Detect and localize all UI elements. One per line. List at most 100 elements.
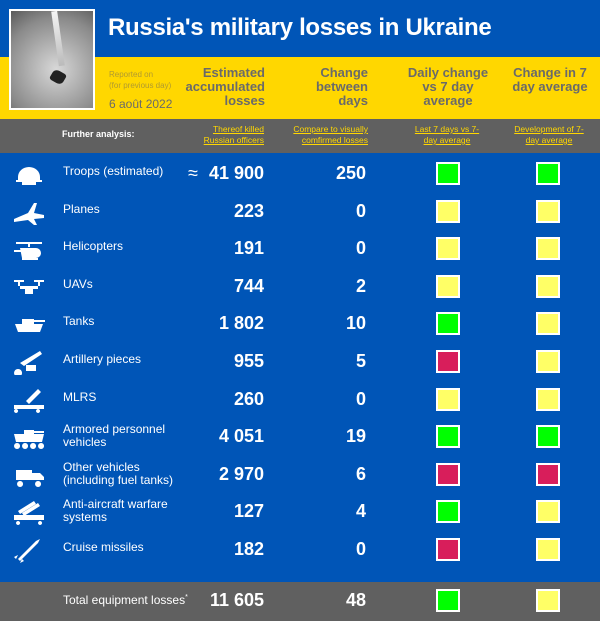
anti-aircraft-icon xyxy=(12,499,46,526)
row-value: 2 970 xyxy=(218,463,264,484)
table-row: Helicopters 191 0 xyxy=(0,230,600,268)
row-change: 0 xyxy=(355,238,366,259)
row-value: 260 xyxy=(233,388,264,409)
table-row: Anti-aircraft warfare systems 127 4 xyxy=(0,493,600,531)
helmet-icon xyxy=(12,161,46,185)
row-change: 19 xyxy=(345,426,366,447)
table-row: Planes 223 0 xyxy=(0,193,600,231)
row-label: Anti-aircraft warfare systems xyxy=(63,497,168,525)
avg-indicator xyxy=(536,462,560,486)
avg-indicator xyxy=(536,387,560,411)
row-change: 0 xyxy=(355,200,366,221)
row-label: Cruise missiles xyxy=(63,540,144,554)
row-value: 955 xyxy=(233,351,264,371)
reported-on-label: Reported on (for previous day) xyxy=(109,70,172,90)
row-change: 0 xyxy=(355,539,366,559)
avg-indicator xyxy=(536,425,560,449)
header-photo xyxy=(9,9,95,110)
helicopter-icon xyxy=(12,236,46,261)
link-last-7-days[interactable]: Last 7 days vs 7-day average xyxy=(414,124,480,145)
daily-indicator xyxy=(436,237,460,261)
vehicle-icon xyxy=(12,462,46,487)
avg-indicator xyxy=(536,237,560,261)
col-daily-vs-avg: Daily change vs 7 day average xyxy=(407,65,489,108)
avg-indicator xyxy=(536,500,560,524)
daily-indicator xyxy=(436,425,460,449)
link-7day-development[interactable]: Development of 7-day average xyxy=(514,124,584,145)
row-value: 223 xyxy=(233,200,264,221)
total-change: 48 xyxy=(345,590,366,610)
total-value: 11 605 xyxy=(209,590,264,610)
daily-indicator xyxy=(436,162,460,185)
row-change: 0 xyxy=(355,388,366,409)
link-visually-confirmed[interactable]: Compare to visually comfirmed losses xyxy=(293,124,368,145)
avg-indicator xyxy=(536,538,560,561)
total-row: Total equipment losses* 11 605 48 xyxy=(0,582,600,621)
row-change: 4 xyxy=(355,501,366,522)
col-7day-change: Change in 7 day average xyxy=(512,65,588,94)
artillery-icon xyxy=(12,349,46,377)
daily-indicator xyxy=(436,387,460,411)
col-change: Change between days xyxy=(315,65,368,108)
table-row: Cruise missiles 182 0 xyxy=(0,531,600,569)
row-change: 6 xyxy=(355,463,366,484)
row-label: UAVs xyxy=(63,276,93,291)
row-value: 41 900 xyxy=(208,163,264,183)
daily-indicator xyxy=(436,274,460,298)
avg-indicator xyxy=(536,312,560,336)
row-label: Helicopters xyxy=(63,239,124,254)
table-row: Armored personnel vehicles 4 051 19 xyxy=(0,418,600,456)
page-title: Russia's military losses in Ukraine xyxy=(108,14,492,41)
row-label: Troops (estimated) xyxy=(63,164,164,178)
row-label: Armored personnel vehicles xyxy=(63,422,166,450)
table-row: UAVs 744 2 xyxy=(0,268,600,306)
table-row: Troops (estimated) ≈ 41 900 250 xyxy=(0,155,600,193)
total-label: Total equipment losses* xyxy=(63,593,188,607)
row-label: Artillery pieces xyxy=(63,352,142,366)
daily-indicator xyxy=(436,538,460,561)
report-date: 6 août 2022 xyxy=(109,97,173,111)
row-label: Other vehicles (including fuel tanks) xyxy=(63,459,174,487)
plane-icon xyxy=(12,199,46,225)
daily-indicator xyxy=(436,462,460,486)
row-label: MLRS xyxy=(63,389,97,404)
row-change: 10 xyxy=(345,313,366,334)
apc-icon xyxy=(12,424,46,450)
mlrs-icon xyxy=(12,387,46,413)
row-value: 191 xyxy=(233,238,264,259)
approx-symbol: ≈ xyxy=(188,163,198,183)
avg-indicator xyxy=(536,274,560,298)
column-header-bar: Reported on (for previous day) 6 août 202… xyxy=(0,57,600,119)
total-avg-indicator xyxy=(536,589,560,612)
table-row: Artillery pieces 955 5 xyxy=(0,343,600,381)
missile-icon xyxy=(12,537,46,563)
row-value: 744 xyxy=(233,275,264,296)
row-change: 5 xyxy=(355,351,366,371)
avg-indicator xyxy=(536,350,560,373)
avg-indicator xyxy=(536,162,560,185)
row-value: 182 xyxy=(233,539,264,559)
row-value: 1 802 xyxy=(218,313,264,334)
table-row: Other vehicles (including fuel tanks) 2 … xyxy=(0,456,600,494)
header: Russia's military losses in Ukraine xyxy=(0,0,600,57)
total-daily-indicator xyxy=(436,589,460,612)
table-row: MLRS 260 0 xyxy=(0,381,600,419)
daily-indicator xyxy=(436,312,460,336)
daily-indicator xyxy=(436,199,460,223)
avg-indicator xyxy=(536,199,560,223)
row-change: 2 xyxy=(355,275,366,296)
row-label: Planes xyxy=(63,201,100,216)
daily-indicator xyxy=(436,350,460,373)
link-killed-officers[interactable]: Thereof killed Russian officers xyxy=(203,124,264,145)
tank-icon xyxy=(12,311,46,335)
row-value: 127 xyxy=(233,501,264,522)
row-change: 250 xyxy=(335,163,366,183)
daily-indicator xyxy=(436,500,460,524)
table-row: Tanks 1 802 10 xyxy=(0,305,600,343)
analysis-bar: Further analysis: Thereof killed Russian… xyxy=(0,119,600,153)
row-value: 4 051 xyxy=(218,426,264,447)
drone-icon xyxy=(12,274,46,298)
col-accumulated: Estimated accumulated losses xyxy=(185,65,265,108)
row-label: Tanks xyxy=(63,314,95,329)
further-analysis-label: Further analysis: xyxy=(62,129,135,139)
